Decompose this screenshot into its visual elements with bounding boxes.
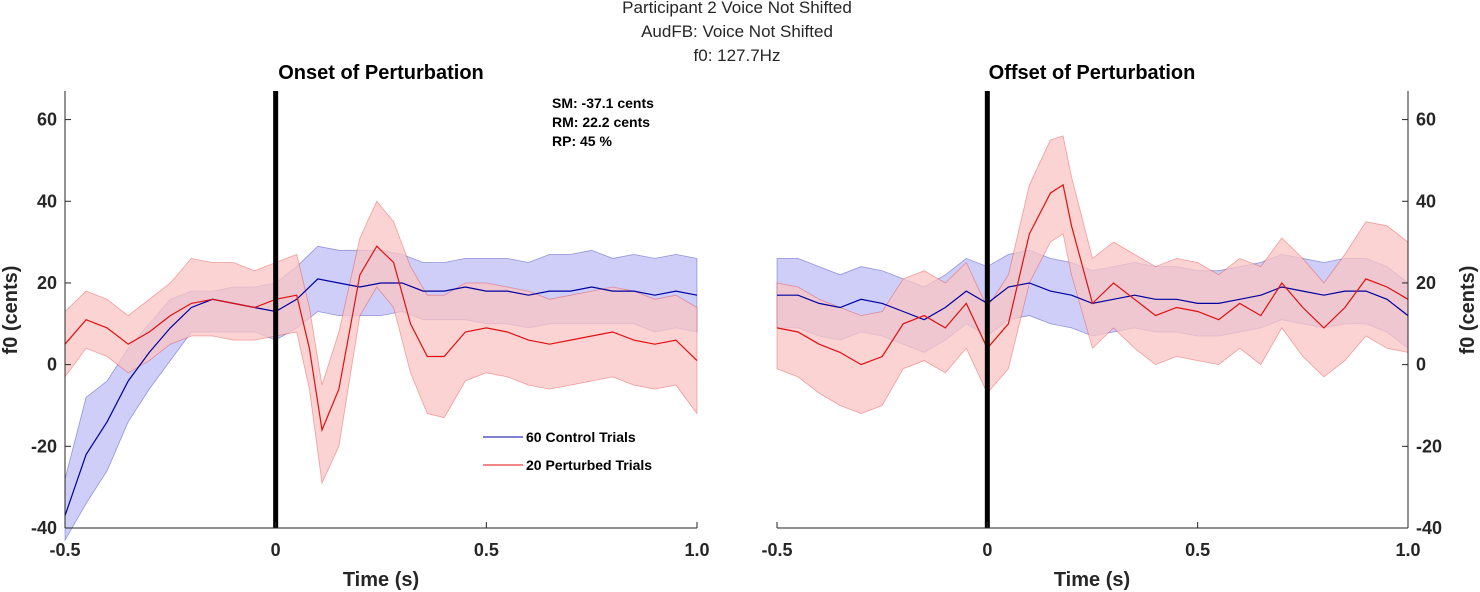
offset-panel: Offset of Perturbation -0.5 0 0.5 1.0-40 -20…	[761, 62, 1479, 591]
offset-y-tick-label: -20	[1416, 436, 1442, 456]
offset-x-axis-label: Time (s)	[1054, 569, 1130, 591]
onset-y-tick-label: -40	[31, 518, 57, 538]
onset-x-tick-label: 0.5	[474, 540, 499, 560]
onset-confidence-bands	[64, 200, 698, 542]
stat-sm: SM: -37.1 cents	[552, 95, 654, 111]
offset-mean-line-perturbed	[776, 183, 1409, 366]
offset-y-tick-label: 40	[1416, 191, 1436, 211]
onset-x-axis-label: Time (s)	[343, 569, 419, 591]
stat-rm: RM: 22.2 cents	[552, 114, 650, 130]
offset-x-tick-label: 0	[982, 540, 992, 560]
offset-mean-lines	[776, 183, 1409, 366]
onset-y-tick-label: -20	[31, 436, 57, 456]
onset-y-tick-label: 60	[37, 110, 57, 130]
offset-x-tick-label: 0.5	[1185, 540, 1210, 560]
stat-rp: RP: 45 %	[552, 133, 612, 149]
figure-title-line-3: f0: 127.7Hz	[694, 46, 781, 65]
legend-label-perturbed: 20 Perturbed Trials	[526, 457, 652, 473]
onset-mean-lines	[64, 245, 698, 516]
onset-x-tick-label: 1.0	[684, 540, 709, 560]
offset-panel-title: Offset of Perturbation	[989, 62, 1196, 84]
offset-y-tick-label: 0	[1416, 355, 1426, 375]
legend-label-control: 60 Control Trials	[526, 429, 636, 445]
onset-x-tick-label: -0.5	[49, 540, 80, 560]
offset-x-tick-label: 1.0	[1395, 540, 1420, 560]
offset-y-tick-label: 60	[1416, 110, 1436, 130]
onset-axes: -0.5 0 0.5 1.0 -40 -20 0 20 40 60	[31, 91, 710, 560]
onset-mean-line-perturbed	[64, 245, 698, 433]
offset-y-axis-label: f0 (cents)	[1457, 266, 1479, 355]
onset-panel: Onset of Perturbation -0.5 0 0.5 1.0 -40 -20 0…	[0, 62, 710, 591]
figure-title-line-1: Participant 2 Voice Not Shifted	[622, 0, 852, 17]
figure-title: Participant 2 Voice Not Shifted AudFB: V…	[622, 0, 852, 65]
figure-title-line-2: AudFB: Voice Not Shifted	[641, 22, 833, 41]
offset-y-tick-label: -40	[1416, 518, 1442, 538]
onset-y-tick-label: 40	[37, 191, 57, 211]
onset-y-axis-label: f0 (cents)	[0, 266, 22, 355]
offset-axes: -0.5 0 0.5 1.0-40 -20 0 20 40 60	[761, 91, 1442, 560]
onset-x-tick-label: 0	[271, 540, 281, 560]
onset-y-tick-label: 0	[47, 355, 57, 375]
stats-box: SM: -37.1 cents RM: 22.2 cents RP: 45 %	[552, 95, 654, 149]
offset-x-tick-label: -0.5	[761, 540, 792, 560]
offset-y-tick-label: 20	[1416, 273, 1436, 293]
onset-y-tick-label: 20	[37, 273, 57, 293]
onset-mean-line-control	[64, 278, 698, 516]
offset-confidence-bands	[776, 135, 1409, 415]
legend: 60 Control Trials 20 Perturbed Trials	[483, 429, 652, 473]
onset-panel-title: Onset of Perturbation	[278, 62, 484, 84]
